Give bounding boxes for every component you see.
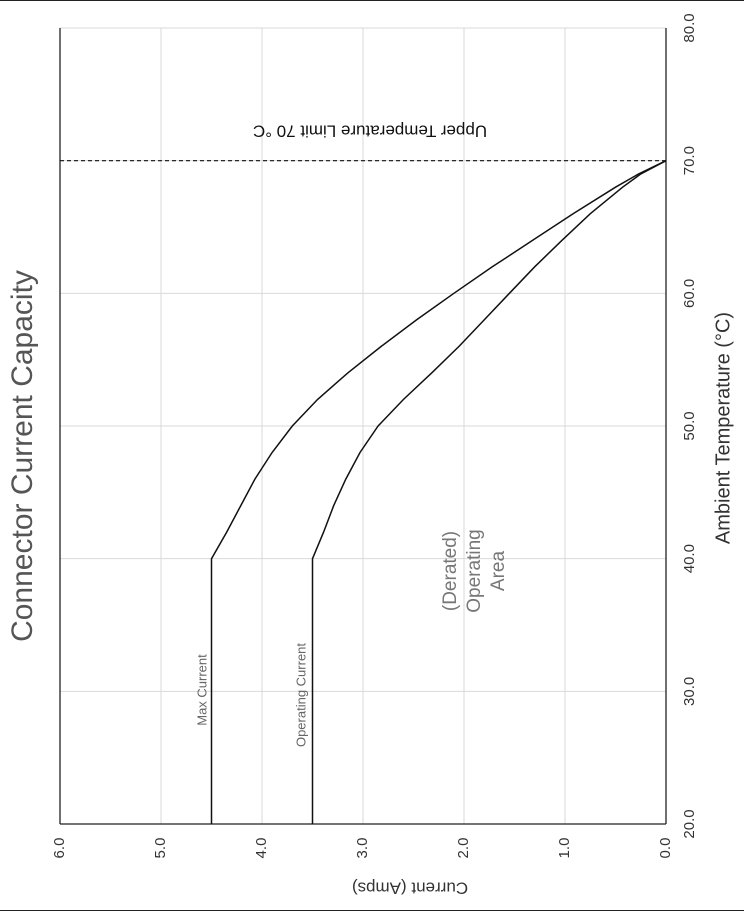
derated-operating-area-annotation: (Derated) Operating Area	[440, 529, 509, 612]
chart-title: Connector Current Capacity	[6, 270, 39, 642]
frame-bottom-border	[0, 910, 744, 911]
current-tick-label-3: 3.0	[354, 838, 371, 859]
upper-temperature-limit-label: Upper Temperature Limit 70 °C	[253, 122, 487, 141]
frame-top-border	[0, 0, 744, 1]
annotation-line-1: Operating	[464, 529, 485, 612]
temperature-tick-label-2: 40.0	[681, 544, 698, 573]
temperature-tick-label-6: 80.0	[681, 13, 698, 42]
current-tick-label-5: 5.0	[152, 838, 169, 859]
current-tick-label-4: 4.0	[253, 838, 270, 859]
temperature-tick-label-0: 20.0	[681, 809, 698, 838]
current-tick-label-6: 6.0	[51, 838, 68, 859]
temperature-tick-label-3: 50.0	[681, 411, 698, 440]
current-tick-label-2: 2.0	[455, 838, 472, 859]
max-current-label: Max Current	[194, 654, 209, 726]
annotation-line-2: Area	[488, 551, 509, 592]
series-line-max-current	[210, 160, 667, 824]
current-tick-label-0: 0.0	[657, 838, 674, 859]
temperature-tick-label-5: 70.0	[681, 146, 698, 175]
temperature-tick-label-4: 60.0	[681, 279, 698, 308]
current-tick-label-1: 1.0	[556, 838, 573, 859]
annotation-line-0: (Derated)	[440, 531, 461, 611]
current-axis-title: Current (Amps)	[352, 879, 468, 898]
temperature-tick-label-1: 30.0	[681, 677, 698, 706]
operating-current-label: Operating Current	[293, 643, 308, 747]
temperature-axis-title: Ambient Temperature (°C)	[712, 312, 734, 544]
series-line-operating-current	[311, 160, 667, 824]
